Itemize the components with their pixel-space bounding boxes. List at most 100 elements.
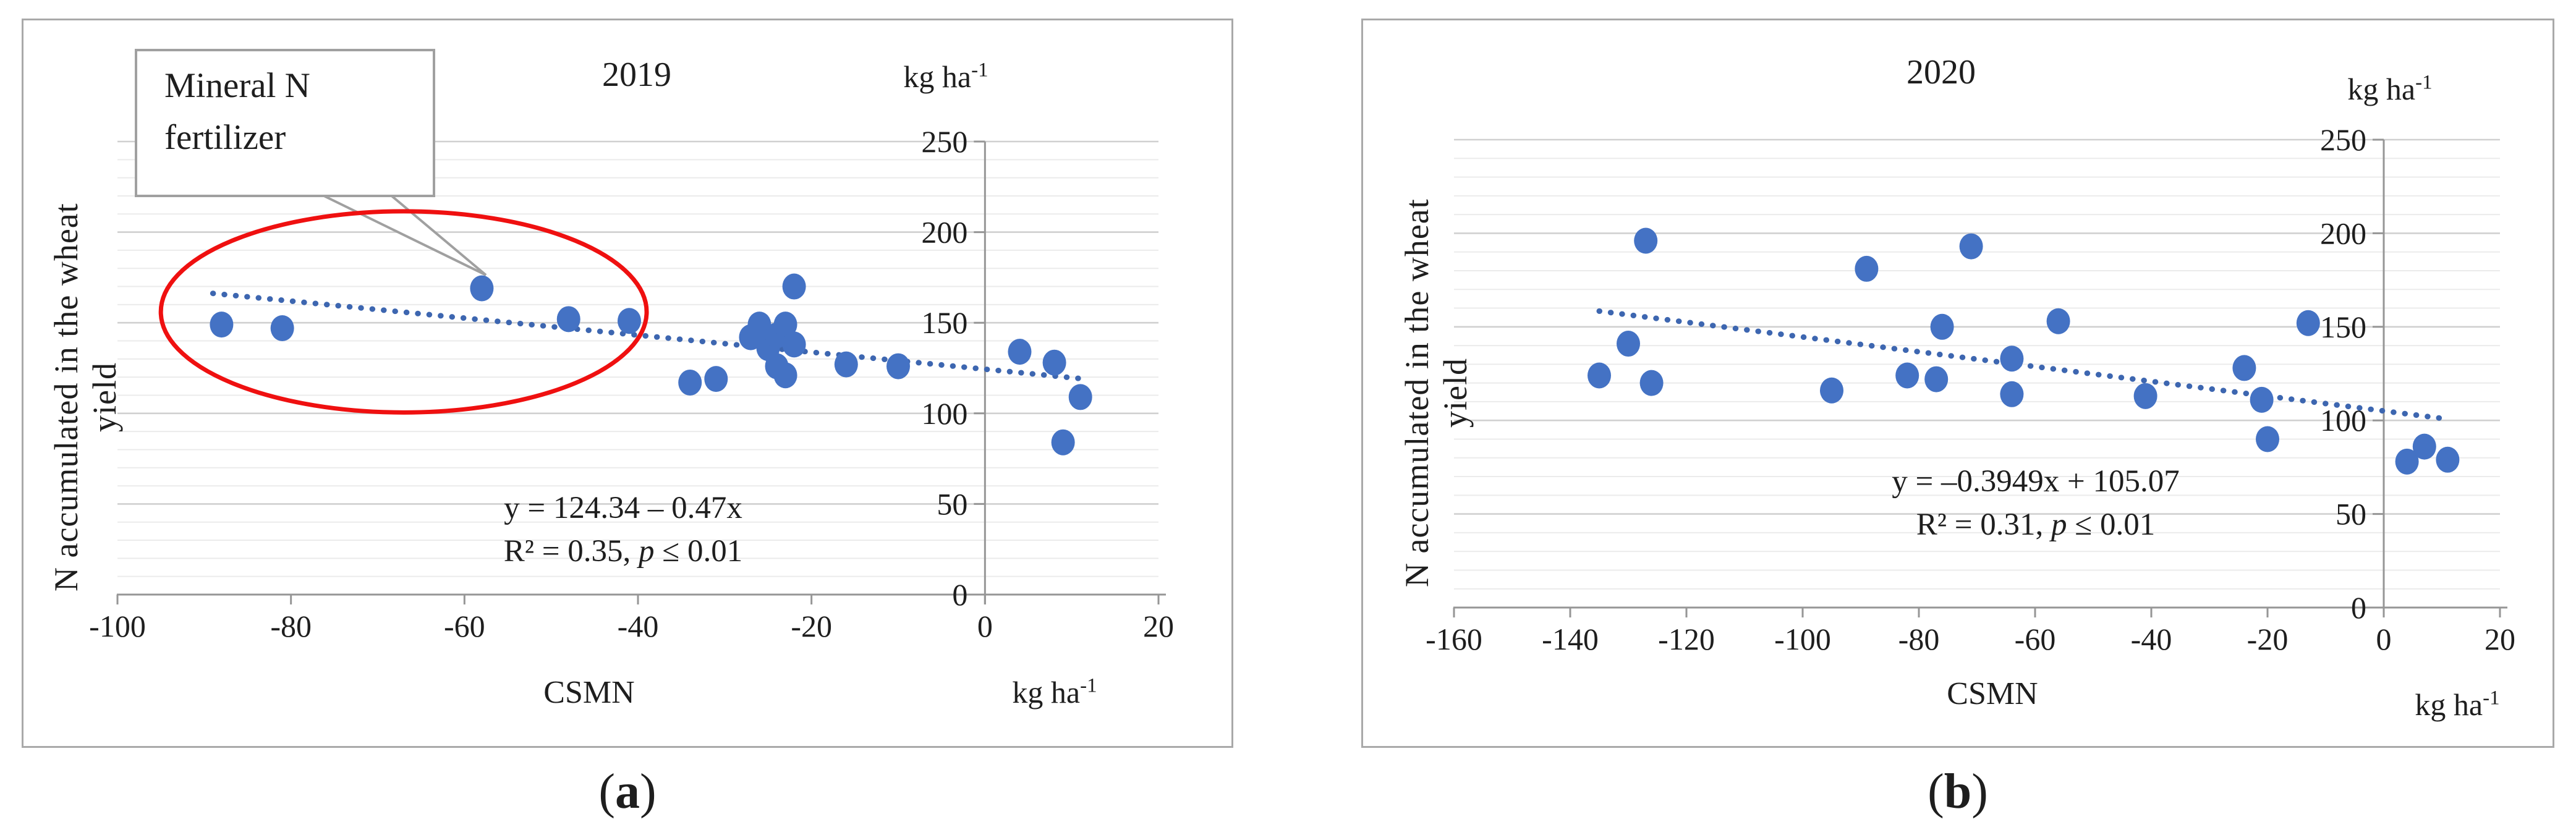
- unit-superscript: -1: [1080, 674, 1097, 697]
- data-point: [270, 315, 294, 341]
- equation-line1: y = 124.34 – 0.47x: [504, 491, 742, 525]
- x-unit-label-bottom: kg ha-1: [1012, 674, 1097, 710]
- unit-superscript: -1: [2415, 71, 2433, 94]
- data-point: [1051, 429, 1075, 456]
- data-point: [1895, 362, 1919, 389]
- panel-2019: -100 -80 -60 -40 -20 0 20 0 50 100 150 200 250 y = 12…: [22, 19, 1233, 748]
- data-point: [834, 351, 858, 378]
- data-point: [2395, 448, 2419, 475]
- data-point: [782, 273, 806, 300]
- y-tick-label: 150: [2320, 310, 2366, 344]
- panel-2020: -160 -140 -120 -100 -80 -60 -40 -20 0 20 0 50 100 150…: [1361, 19, 2554, 748]
- y-tick-label: 250: [921, 124, 967, 159]
- x-tick-label: 0: [2376, 622, 2392, 656]
- x-tick-label: -120: [1658, 622, 1715, 656]
- data-point: [886, 353, 910, 379]
- unit-superscript: -1: [2483, 687, 2500, 710]
- data-point: [1042, 349, 1066, 376]
- chart-b-svg: -160 -140 -120 -100 -80 -60 -40 -20 0 20050100150…: [1426, 122, 2515, 656]
- y-axis-title: N accumulated in the wheat yield: [1398, 198, 1474, 588]
- x-tick-label: -20: [2247, 622, 2289, 656]
- paren-close: ): [640, 765, 657, 819]
- paren-open: (: [598, 765, 615, 819]
- data-point: [773, 312, 797, 338]
- data-point: [1588, 362, 1611, 389]
- y-tick-label: 150: [921, 305, 967, 340]
- data-point: [782, 331, 806, 358]
- callout-mineral-n-fertilizer: Mineral N fertilizer: [135, 49, 435, 197]
- data-point: [470, 275, 494, 302]
- equation-line2: R² = 0.35, p ≤ 0.01: [504, 534, 743, 569]
- data-point: [1855, 255, 1879, 282]
- tick-labels: -160 -140 -120 -100 -80 -60 -40 -20 0 20050100150…: [1426, 122, 2515, 656]
- data-point: [747, 312, 772, 338]
- data-point: [2256, 426, 2279, 452]
- x-tick-label: -40: [618, 609, 659, 643]
- data-point: [1959, 233, 1983, 260]
- y-axis-title: N accumulated in the wheat yield: [48, 203, 123, 592]
- highlight-ellipse: [158, 209, 649, 415]
- data-point: [1924, 366, 1949, 392]
- data-point: [2232, 355, 2256, 381]
- equation-block: y = –0.3949x + 105.07 R² = 0.31, p ≤ 0.01: [1892, 464, 2180, 542]
- y-unit-label-top: kg ha-1: [2347, 71, 2432, 107]
- data-point: [2000, 381, 2024, 407]
- x-tick-label: -160: [1426, 622, 1482, 656]
- y-tick-label: 50: [2336, 497, 2366, 532]
- paren-open: (: [1928, 765, 1944, 819]
- y-tick-label: 50: [937, 486, 967, 521]
- y-tick-label: 200: [2320, 216, 2366, 250]
- data-point: [2046, 308, 2070, 334]
- data-point: [210, 312, 234, 338]
- y-tick-label: 100: [921, 396, 967, 431]
- x-tick-label: -80: [1898, 622, 1940, 656]
- data-point: [1820, 377, 1843, 404]
- x-tick-label: -40: [2131, 622, 2172, 656]
- data-points: [210, 273, 1092, 456]
- data-point: [1068, 384, 1092, 410]
- data-point: [617, 308, 641, 334]
- y-tick-label: 200: [921, 215, 967, 250]
- x-axis-title: CSMN: [1947, 676, 2038, 711]
- x-unit-label-bottom: kg ha-1: [2415, 687, 2499, 723]
- x-tick-label: -60: [2015, 622, 2056, 656]
- panel-letter-a: (a): [598, 764, 656, 820]
- unit-base: kg ha: [2347, 72, 2416, 106]
- data-point: [1639, 370, 1664, 396]
- x-tick-label: 0: [977, 609, 993, 643]
- trendline: [210, 290, 1084, 382]
- data-point: [2296, 310, 2320, 336]
- equation-line2: R² = 0.31, p ≤ 0.01: [1916, 507, 2156, 542]
- equation-block: y = 124.34 – 0.47x R² = 0.35, p ≤ 0.01: [504, 491, 743, 569]
- unit-base: kg ha: [903, 59, 972, 94]
- data-point: [1008, 339, 1032, 365]
- x-tick-label: -100: [1774, 622, 1831, 656]
- y-tick-label: 0: [952, 577, 967, 612]
- equation-line1: y = –0.3949x + 105.07: [1892, 464, 2180, 499]
- x-tick-label: -100: [89, 609, 146, 643]
- unit-base: kg ha: [1012, 675, 1081, 710]
- data-point: [1617, 331, 1640, 357]
- y-unit-label-top: kg ha-1: [903, 59, 988, 95]
- data-point: [678, 369, 702, 396]
- paren-close: ): [1971, 765, 1988, 819]
- x-tick-label: -20: [791, 609, 832, 643]
- callout-pointer: [320, 193, 487, 276]
- x-tick-label: -80: [270, 609, 312, 643]
- letter: b: [1944, 765, 1972, 819]
- data-point: [2250, 386, 2274, 413]
- x-axis-title: CSMN: [543, 675, 635, 710]
- x-tick-label: -140: [1542, 622, 1599, 656]
- x-tick-label: 20: [1143, 609, 1174, 643]
- y-tick-label: 250: [2320, 122, 2366, 157]
- data-points: [1588, 227, 2460, 475]
- unit-superscript: -1: [971, 59, 988, 82]
- callout-text-line2: fertilizer: [164, 118, 286, 157]
- axes: [1453, 138, 2507, 617]
- panel-letter-b: (b): [1928, 764, 1988, 820]
- data-point: [2133, 383, 2157, 409]
- x-tick-label: 20: [2485, 622, 2515, 656]
